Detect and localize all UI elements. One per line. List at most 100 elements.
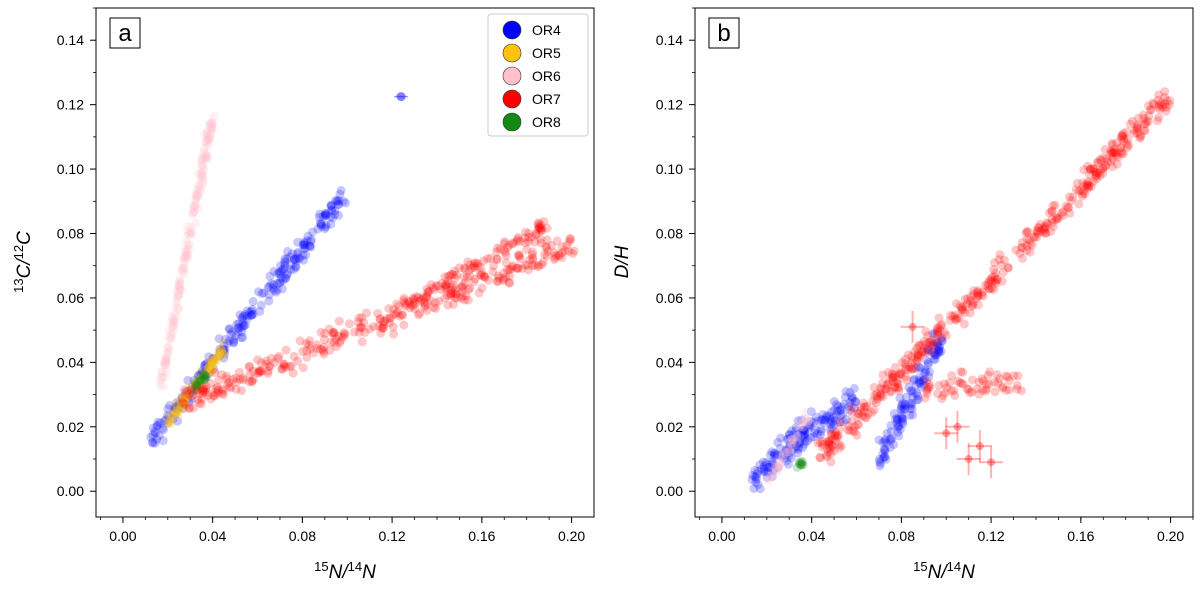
data-point [920, 365, 930, 375]
data-point [321, 222, 331, 232]
data-point [231, 330, 241, 340]
data-point [238, 319, 248, 328]
data-point [1116, 147, 1126, 157]
data-point [148, 437, 158, 447]
y-tick-label: 0.14 [57, 32, 84, 48]
data-point [375, 314, 385, 324]
data-point [450, 266, 459, 276]
data-point [182, 390, 192, 400]
data-point [457, 287, 467, 297]
data-point [240, 320, 250, 330]
data-point [238, 373, 248, 383]
data-point [196, 375, 206, 385]
data-point [1149, 100, 1159, 110]
data-point [876, 392, 886, 402]
data-point [1085, 164, 1095, 174]
data-point [186, 227, 196, 237]
data-point [930, 350, 940, 360]
data-point [1119, 134, 1129, 144]
data-point [178, 398, 188, 408]
data-point [274, 267, 284, 277]
data-point [194, 398, 204, 408]
data-point [534, 218, 544, 228]
data-point [803, 421, 813, 431]
data-point [822, 444, 832, 454]
data-point [328, 327, 338, 337]
data-point [152, 434, 162, 444]
data-point [197, 180, 207, 190]
series-or7 [813, 87, 1175, 479]
data-point [924, 372, 934, 382]
data-point [795, 421, 804, 431]
data-point [190, 384, 200, 394]
data-point [1143, 116, 1153, 126]
data-point [194, 378, 204, 388]
data-point [554, 251, 564, 261]
data-point [1043, 219, 1052, 229]
data-point [1095, 166, 1105, 176]
data-point [210, 356, 220, 366]
data-point [177, 392, 187, 402]
data-point [171, 409, 181, 419]
data-point [495, 244, 505, 254]
data-point [824, 439, 834, 449]
data-point [908, 387, 918, 397]
data-point [187, 382, 197, 392]
data-point [848, 393, 857, 403]
data-point [191, 194, 201, 203]
data-point [894, 422, 904, 432]
data-point [792, 432, 802, 442]
data-point [820, 415, 830, 425]
data-point [277, 364, 287, 374]
data-point [161, 353, 171, 363]
data-point [787, 441, 797, 451]
data-point [218, 386, 228, 396]
data-point [934, 313, 944, 323]
data-point [196, 156, 206, 166]
data-point [1140, 126, 1150, 135]
data-point [913, 391, 923, 401]
data-point [194, 376, 204, 386]
data-point [256, 300, 266, 310]
data-point [183, 221, 193, 231]
data-point [423, 287, 433, 297]
data-point [937, 336, 947, 346]
data-point [157, 372, 167, 382]
data-point [890, 362, 900, 372]
data-point [158, 381, 168, 391]
data-point [291, 261, 301, 271]
data-point [822, 450, 831, 460]
data-point [326, 219, 336, 229]
data-point [396, 92, 406, 102]
data-point [169, 320, 179, 330]
data-point [767, 459, 777, 469]
data-point [203, 390, 213, 400]
data-point [197, 394, 207, 404]
data-point [514, 251, 523, 261]
data-point [188, 207, 198, 217]
data-point [429, 303, 439, 312]
data-point [299, 255, 308, 265]
data-point [934, 345, 944, 355]
data-point [775, 458, 785, 468]
data-point [1116, 143, 1126, 153]
data-point [932, 329, 942, 339]
data-point [1058, 207, 1068, 217]
data-point [423, 288, 433, 298]
data-point [413, 310, 423, 320]
data-point [283, 246, 293, 256]
data-point [384, 304, 394, 313]
data-point [1012, 380, 1022, 390]
data-point [795, 458, 805, 468]
data-point [775, 453, 785, 463]
data-point [199, 166, 209, 176]
data-point [220, 349, 230, 359]
data-point [200, 361, 210, 371]
data-point [905, 404, 915, 414]
data-point [759, 464, 769, 474]
data-point [937, 333, 947, 343]
data-point [837, 402, 847, 412]
data-point [184, 403, 194, 413]
data-point [1097, 156, 1107, 166]
data-point [175, 283, 184, 293]
